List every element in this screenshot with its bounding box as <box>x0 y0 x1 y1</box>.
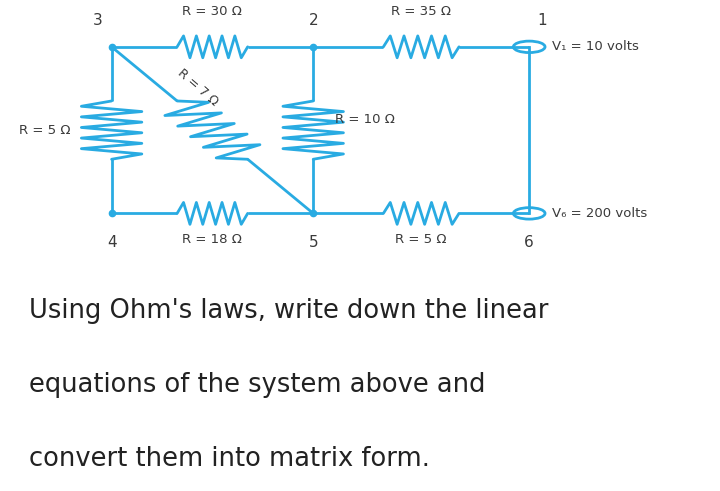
Text: 1: 1 <box>537 13 547 28</box>
Text: R = 35 Ω: R = 35 Ω <box>391 5 451 18</box>
Text: R = 7 Ω: R = 7 Ω <box>175 66 221 108</box>
Text: Using Ohm's laws, write down the linear: Using Ohm's laws, write down the linear <box>29 298 549 324</box>
Text: R = 5 Ω: R = 5 Ω <box>19 124 71 136</box>
Text: R = 30 Ω: R = 30 Ω <box>182 5 243 18</box>
Text: 5: 5 <box>308 235 318 249</box>
Text: R = 10 Ω: R = 10 Ω <box>335 113 395 126</box>
Text: convert them into matrix form.: convert them into matrix form. <box>29 446 430 472</box>
Text: R = 5 Ω: R = 5 Ω <box>395 233 447 246</box>
Text: V₁ = 10 volts: V₁ = 10 volts <box>552 40 639 54</box>
Text: 4: 4 <box>107 235 117 249</box>
Text: 3: 3 <box>92 13 102 28</box>
Text: V₆ = 200 volts: V₆ = 200 volts <box>552 207 647 220</box>
Text: 2: 2 <box>308 13 318 28</box>
Text: equations of the system above and: equations of the system above and <box>29 372 485 398</box>
Text: 6: 6 <box>524 235 534 249</box>
Text: R = 18 Ω: R = 18 Ω <box>182 233 243 246</box>
